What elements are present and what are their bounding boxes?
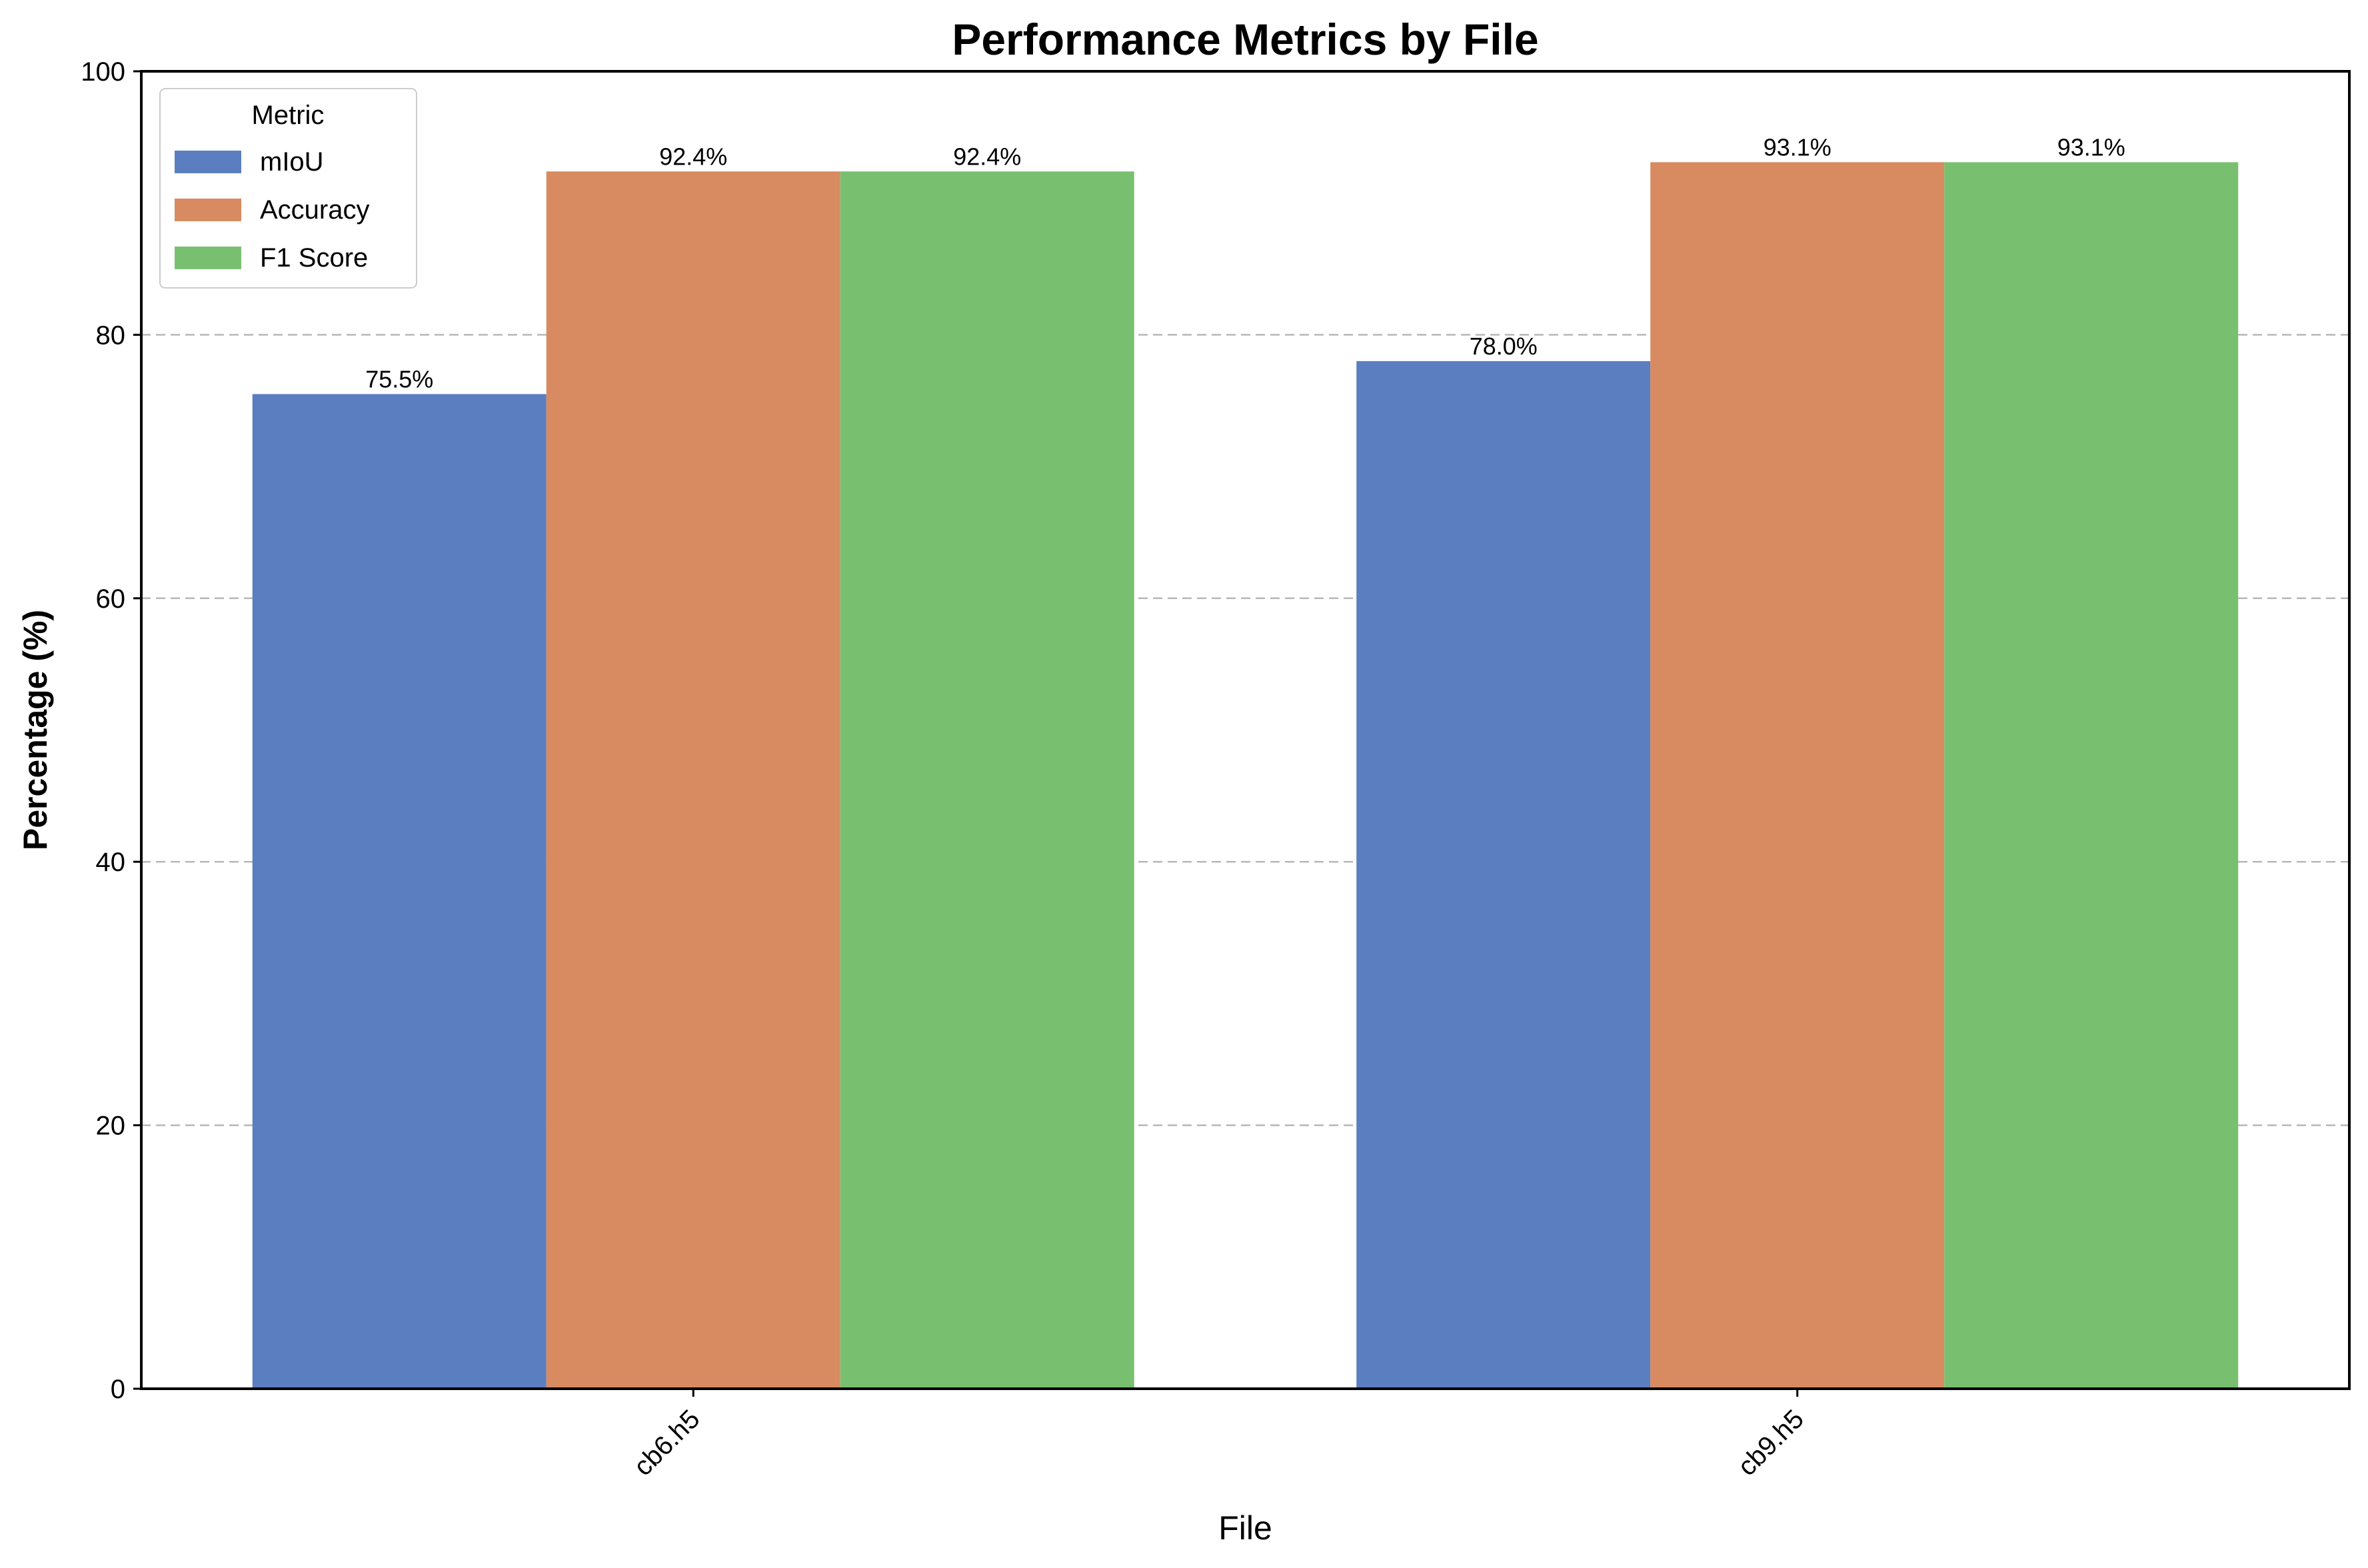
y-tick-label: 0 [111, 1375, 125, 1404]
bar-value-label: 78.0% [1470, 333, 1538, 360]
legend-box [159, 88, 417, 289]
y-tick-label: 80 [96, 321, 126, 350]
bar-value-label: 93.1% [2057, 133, 2125, 161]
bar-value-label: 92.4% [953, 143, 1021, 170]
y-tick-label: 40 [96, 848, 126, 877]
legend-label: Accuracy [260, 195, 370, 225]
data-labels: 75.5% 92.4% 92.4% 78.0% 93.1% 93.1% [365, 133, 2125, 392]
y-tick-label: 20 [96, 1112, 126, 1141]
bar-f1-score-1 [1944, 162, 2239, 1389]
plot-frame [140, 70, 2351, 1390]
x-tick-label: cb6.h5 [628, 1404, 706, 1481]
bar-miou-1 [1356, 361, 1651, 1389]
legend-label: mIoU [260, 147, 324, 177]
bar-value-label: 93.1% [1764, 133, 1831, 161]
legend-title: Metric [252, 101, 325, 130]
bar-accuracy-1 [1650, 162, 1945, 1389]
y-tick-label: 100 [81, 57, 125, 87]
bar-f1-score-0 [840, 171, 1134, 1389]
x-axis-label: File [1218, 1509, 1272, 1547]
legend-swatch [175, 199, 241, 221]
bars [252, 162, 2239, 1389]
bar-miou-0 [252, 394, 547, 1389]
legend: Metric mIoU Accuracy F1 Score [159, 88, 417, 289]
x-axis-ticks: cb6.h5 cb9.h5 [628, 1389, 1809, 1481]
bar-value-label: 75.5% [365, 365, 433, 392]
x-tick-label: cb9.h5 [1732, 1404, 1809, 1481]
y-axis-label: Percentage (%) [17, 610, 54, 850]
bar-value-label: 92.4% [659, 143, 727, 170]
legend-swatch [175, 151, 241, 173]
y-axis-ticks: 0 20 40 60 80 100 [81, 57, 141, 1404]
y-tick-label: 60 [96, 584, 126, 614]
bar-accuracy-0 [546, 171, 840, 1389]
legend-label: F1 Score [260, 243, 368, 273]
legend-items: mIoU Accuracy F1 Score [175, 147, 370, 273]
chart-title: Performance Metrics by File [952, 15, 1538, 64]
legend-swatch [175, 247, 241, 269]
